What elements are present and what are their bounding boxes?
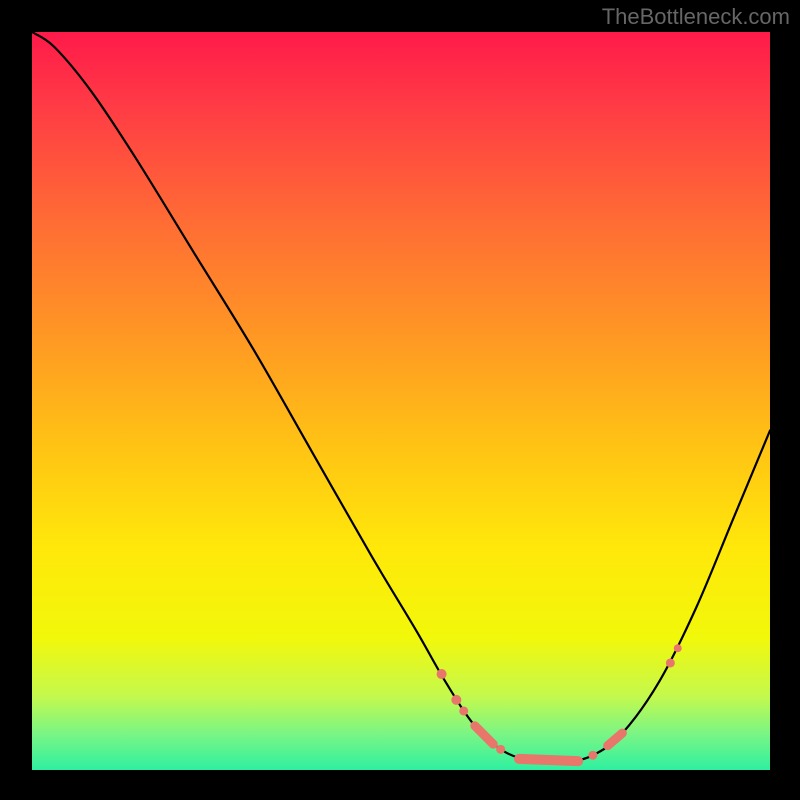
chart-plot-area xyxy=(32,32,770,770)
curve-marker-dot xyxy=(674,644,682,652)
watermark-text: TheBottleneck.com xyxy=(602,4,790,30)
chart-background-gradient xyxy=(32,32,770,770)
curve-marker-dot xyxy=(451,695,461,705)
curve-marker-dot xyxy=(496,745,505,754)
curve-marker-dot xyxy=(666,658,675,667)
curve-marker-dot xyxy=(588,751,597,760)
bottleneck-curve-chart xyxy=(32,32,770,770)
curve-marker-dot xyxy=(459,706,468,715)
curve-marker-segment xyxy=(519,759,578,761)
curve-marker-dot xyxy=(437,669,447,679)
